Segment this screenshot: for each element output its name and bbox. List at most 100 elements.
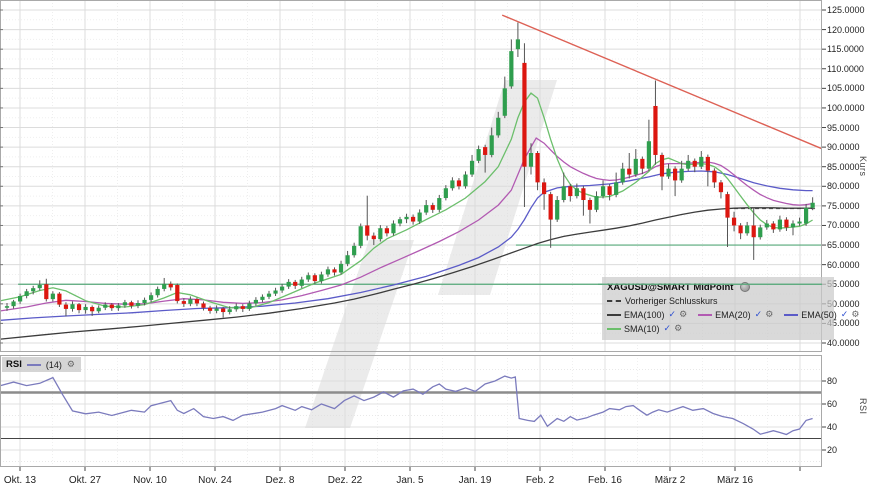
candle bbox=[692, 160, 697, 167]
candle bbox=[699, 156, 704, 167]
date-tick-label: März 16 bbox=[716, 475, 754, 486]
ema100-checkbox[interactable]: ✓ bbox=[668, 310, 677, 320]
candle bbox=[483, 147, 488, 155]
legend-indicator-sma10: SMA(10) ✓ ⚙ bbox=[607, 324, 682, 334]
price-tick-label: 70.0000 bbox=[827, 220, 860, 231]
sma10-label: SMA(10) bbox=[624, 324, 660, 334]
candle bbox=[83, 306, 88, 311]
candle bbox=[574, 188, 579, 197]
candle bbox=[607, 186, 612, 195]
candle bbox=[771, 223, 776, 230]
date-tick-label: Jan. 19 bbox=[458, 475, 492, 486]
ema100-label: EMA(100) bbox=[624, 310, 665, 320]
candle bbox=[175, 285, 180, 302]
candle bbox=[659, 154, 665, 177]
candle bbox=[57, 293, 62, 305]
candle bbox=[456, 180, 462, 187]
rsi-legend: RSI (14) ⚙ bbox=[2, 357, 81, 372]
price-tick-label: 40.0000 bbox=[827, 337, 860, 348]
sma10-line bbox=[0, 92, 813, 309]
candle bbox=[633, 158, 638, 175]
ema50-checkbox[interactable]: ✓ bbox=[840, 310, 849, 320]
candle bbox=[76, 304, 82, 311]
candle bbox=[122, 302, 127, 306]
candlestick-series bbox=[4, 22, 815, 318]
ema50-gear-icon[interactable]: ⚙ bbox=[851, 310, 860, 320]
legend-symbol-row: XAGUSD@SMART MidPoint bbox=[607, 280, 829, 294]
candle bbox=[627, 168, 632, 175]
candle bbox=[116, 305, 121, 309]
candle bbox=[306, 275, 311, 280]
candle bbox=[194, 299, 200, 304]
ema100-gear-icon[interactable]: ⚙ bbox=[679, 310, 688, 320]
price-tick-label: 120.0000 bbox=[827, 24, 865, 35]
candle bbox=[286, 281, 291, 287]
candle bbox=[443, 188, 448, 199]
candle bbox=[44, 284, 49, 300]
trendline[interactable] bbox=[501, 14, 823, 150]
candle bbox=[365, 225, 370, 236]
date-tick-label: Dez. 22 bbox=[327, 475, 363, 486]
candle bbox=[666, 168, 671, 177]
rsi-axis-title: RSI bbox=[858, 398, 868, 415]
candle bbox=[18, 295, 23, 302]
candle bbox=[509, 51, 514, 87]
candle bbox=[437, 198, 442, 210]
candle bbox=[640, 158, 645, 169]
candle bbox=[463, 174, 468, 187]
candle bbox=[528, 152, 534, 167]
candle bbox=[273, 290, 278, 294]
candle bbox=[162, 283, 167, 289]
candle bbox=[135, 303, 141, 306]
date-tick-label: Feb. 16 bbox=[588, 475, 622, 486]
candle bbox=[129, 302, 134, 306]
rsi-tick-label: 80 bbox=[827, 376, 838, 386]
rsi-period-label: (14) bbox=[45, 359, 62, 370]
candle bbox=[489, 135, 494, 155]
candle bbox=[496, 117, 501, 136]
globe-icon[interactable] bbox=[740, 282, 751, 292]
candle bbox=[673, 168, 678, 181]
candle bbox=[181, 301, 186, 304]
candle bbox=[260, 296, 265, 300]
ema20-gear-icon[interactable]: ⚙ bbox=[765, 310, 774, 320]
legend-indicator-ema50: EMA(50) ✓ ⚙ bbox=[784, 310, 859, 320]
ema20-swatch bbox=[698, 314, 713, 316]
candle bbox=[103, 304, 108, 308]
ema50-swatch bbox=[784, 314, 799, 316]
ema100-line bbox=[0, 207, 813, 340]
candle bbox=[391, 223, 396, 234]
ema20-checkbox[interactable]: ✓ bbox=[754, 310, 763, 320]
candle bbox=[731, 217, 737, 226]
candle bbox=[646, 141, 651, 169]
candle bbox=[404, 216, 409, 220]
candle bbox=[535, 152, 540, 183]
candle bbox=[227, 309, 232, 313]
candle bbox=[450, 180, 455, 189]
candle bbox=[502, 88, 507, 116]
rsi-gear-icon[interactable]: ⚙ bbox=[66, 359, 75, 370]
legend-indicator-ema100: EMA(100) ✓ ⚙ bbox=[607, 310, 687, 320]
candle bbox=[293, 281, 298, 286]
price-tick-label: 75.0000 bbox=[827, 200, 860, 211]
candle bbox=[221, 308, 226, 313]
price-tick-label: 95.0000 bbox=[827, 122, 860, 133]
candle bbox=[352, 245, 357, 256]
price-tick-label: 85.0000 bbox=[827, 161, 860, 172]
candle bbox=[142, 299, 147, 304]
sma10-checkbox[interactable]: ✓ bbox=[663, 324, 672, 334]
candle bbox=[712, 170, 717, 183]
rsi-line bbox=[0, 375, 813, 436]
candle bbox=[397, 219, 403, 224]
date-tick-label: Feb. 2 bbox=[525, 475, 555, 486]
candle bbox=[417, 212, 422, 222]
candle bbox=[4, 306, 10, 308]
candle bbox=[764, 223, 769, 228]
legend-prev-close-row: Vorheriger Schlusskurs bbox=[607, 294, 829, 308]
candle bbox=[201, 303, 206, 308]
legend-ema-row: EMA(100) ✓ ⚙ EMA(20) ✓ ⚙ EMA(50) ✓ ⚙ bbox=[607, 308, 859, 322]
sma10-gear-icon[interactable]: ⚙ bbox=[674, 324, 683, 334]
candle bbox=[325, 269, 331, 275]
